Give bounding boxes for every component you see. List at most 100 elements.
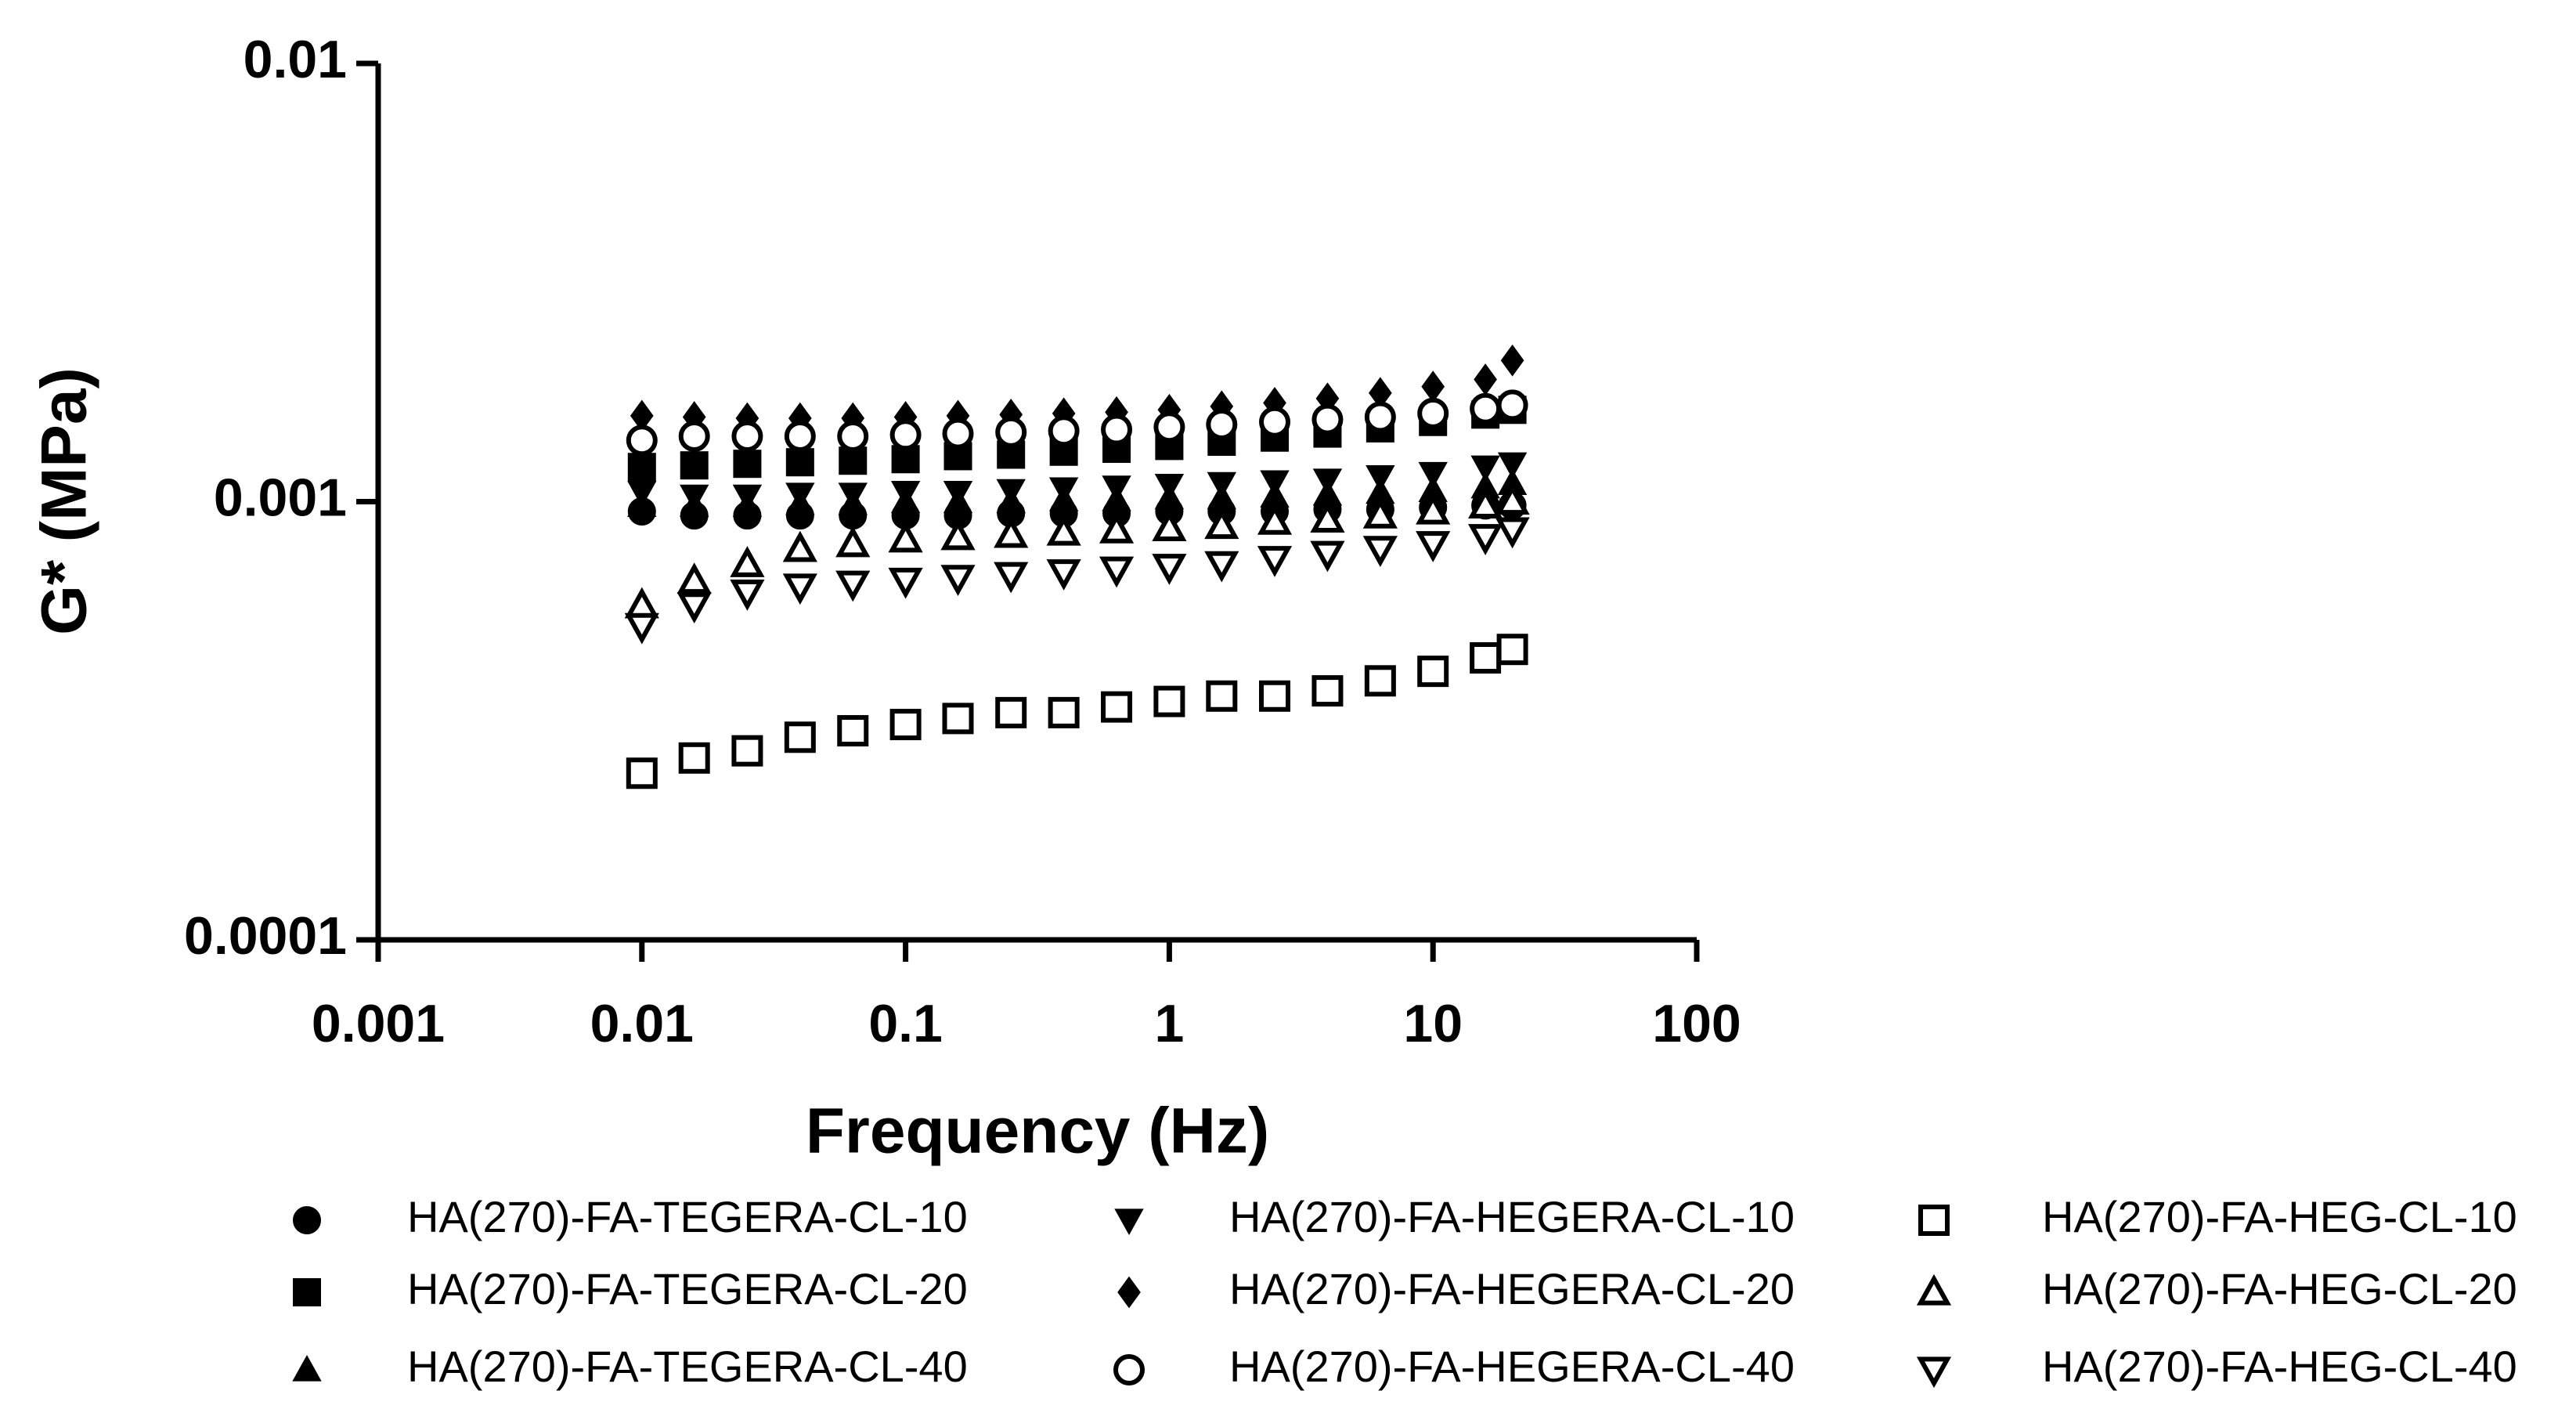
data-point [624, 587, 659, 619]
data-point [1101, 691, 1133, 723]
y-tick-label: 0.001 [214, 468, 347, 527]
data-point [1500, 344, 1524, 377]
legend-marker [1916, 1357, 1952, 1389]
data-point [1099, 511, 1135, 544]
data-point [1495, 483, 1530, 515]
legend-label: HA(270)-FA-TEGERA-CL-20 [407, 1264, 968, 1313]
legend-label: HA(270)-FA-HEGERA-CL-40 [1229, 1342, 1795, 1391]
data-point [678, 421, 710, 453]
y-axis-title: G* (MPa) [29, 367, 100, 635]
data-point [889, 709, 922, 741]
data-point [1153, 685, 1185, 717]
data-point [1048, 696, 1080, 728]
x-axis-title: Frequency (Hz) [806, 1096, 1269, 1167]
data-point [1497, 452, 1528, 479]
data-point [731, 735, 763, 767]
data-point [1311, 403, 1344, 435]
data-point [1046, 514, 1081, 546]
data-point [1312, 468, 1343, 496]
data-point [1204, 551, 1239, 583]
data-point [676, 562, 712, 594]
data-point [731, 421, 763, 453]
x-tick-label: 0.1 [868, 994, 943, 1053]
data-point [732, 484, 763, 511]
data-point [1495, 517, 1530, 549]
data-point [1260, 470, 1290, 497]
x-tick-label: 1 [1154, 994, 1184, 1053]
data-point [995, 696, 1027, 728]
y-tick-label: 0.01 [244, 30, 347, 89]
data-point [837, 421, 869, 453]
data-point [782, 573, 817, 605]
data-point [1474, 363, 1497, 396]
legend-label: HA(270)-FA-HEGERA-CL-20 [1229, 1264, 1795, 1313]
legend-label: HA(270)-FA-TEGERA-CL-40 [407, 1342, 968, 1391]
data-point [890, 481, 921, 508]
data-point [1102, 475, 1131, 502]
data-point [1362, 497, 1398, 529]
data-point [891, 445, 920, 474]
data-point [676, 592, 712, 624]
data-point [1417, 397, 1449, 429]
legend-marker [1916, 1273, 1952, 1306]
data-point [1207, 471, 1237, 499]
legend-marker [1117, 1276, 1141, 1309]
data-point [1099, 556, 1135, 588]
data-point [1366, 465, 1395, 492]
data-point [940, 565, 976, 596]
data-point [1416, 493, 1451, 525]
data-point [1152, 510, 1187, 541]
data-point [995, 416, 1027, 448]
legend-marker [293, 1206, 321, 1234]
data-point [1362, 536, 1398, 568]
data-point [627, 453, 656, 482]
data-point [1204, 508, 1239, 540]
x-tick-label: 0.01 [590, 994, 694, 1053]
legend-marker [1113, 1354, 1145, 1385]
data-point [782, 530, 817, 562]
data-point [785, 482, 815, 510]
data-point [1470, 455, 1500, 482]
legend-marker [293, 1278, 321, 1306]
data-point [1257, 546, 1293, 577]
data-point [733, 450, 762, 479]
data-point [1154, 473, 1185, 500]
data-point [624, 612, 659, 645]
data-point [994, 516, 1029, 548]
legend-label: HA(270)-FA-HEGERA-CL-10 [1229, 1192, 1795, 1241]
legend-marker [1114, 1208, 1144, 1236]
data-point [1470, 392, 1502, 424]
data-point [1418, 461, 1448, 489]
data-point [678, 742, 710, 774]
data-point [837, 715, 869, 747]
data-point [1206, 680, 1238, 712]
data-point [838, 482, 868, 510]
data-point [1364, 401, 1396, 433]
legend-marker [1918, 1205, 1950, 1236]
data-point [1259, 680, 1291, 712]
legend-label: HA(270)-FA-HEG-CL-40 [2042, 1342, 2517, 1391]
data-point [784, 721, 816, 753]
data-point [1048, 477, 1079, 504]
data-point [1259, 406, 1291, 438]
data-point [942, 703, 974, 735]
data-point [1311, 675, 1344, 707]
legend-marker [292, 1354, 322, 1382]
data-point [1470, 641, 1502, 674]
data-point [835, 526, 871, 558]
data-point [1468, 487, 1503, 519]
data-point [1416, 531, 1451, 562]
data-point [1310, 501, 1345, 533]
data-point [730, 546, 765, 577]
data-point [1101, 414, 1133, 446]
data-point [1152, 554, 1187, 585]
data-point [1046, 559, 1081, 591]
data-point [1468, 524, 1503, 555]
data-point [1310, 540, 1345, 573]
data-point [940, 518, 976, 551]
data-point [943, 481, 973, 508]
data-point [784, 421, 816, 453]
data-point [888, 567, 923, 599]
data-point [942, 417, 974, 450]
